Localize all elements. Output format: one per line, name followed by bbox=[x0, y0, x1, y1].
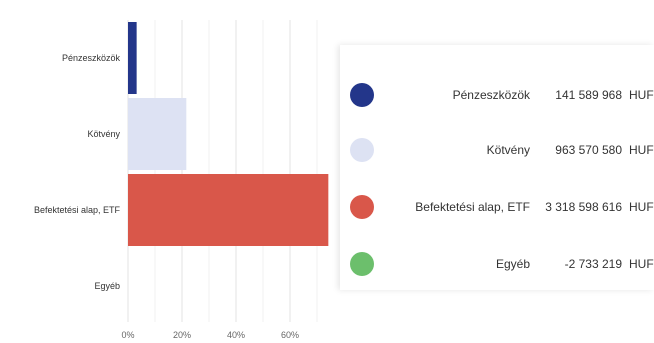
legend-dot-egyeb bbox=[350, 252, 374, 276]
legend-dot-befektetesi-alap bbox=[350, 195, 374, 219]
legend-value: 3 318 598 616 bbox=[545, 200, 622, 214]
legend-name: Kötvény bbox=[486, 143, 530, 157]
legend-item-egyeb[interactable]: Egyéb -2 733 219 HUF bbox=[340, 244, 654, 284]
allocation-bar-chart: 0% 20% 40% 60% Pénzeszközök Kötvény Befektetés… bbox=[34, 20, 329, 340]
legend-unit: HUF bbox=[629, 143, 654, 157]
legend-value: 141 589 968 bbox=[555, 88, 622, 102]
bar bbox=[128, 98, 187, 170]
legend-dot-penzeszkozok bbox=[350, 83, 374, 107]
bar bbox=[128, 22, 137, 94]
bar bbox=[128, 174, 329, 246]
legend-panel: Pénzeszközök 141 589 968 HUF Kötvény 963… bbox=[340, 45, 654, 290]
category-label: Kötvény bbox=[87, 129, 120, 139]
chart-svg: 0% 20% 40% 60% Pénzeszközök Kötvény Befektetés… bbox=[34, 20, 329, 340]
legend-unit: HUF bbox=[629, 257, 654, 271]
legend-unit: HUF bbox=[629, 200, 654, 214]
x-tick-label: 60% bbox=[281, 330, 299, 340]
legend-item-kotveny[interactable]: Kötvény 963 570 580 HUF bbox=[340, 130, 654, 170]
category-label: Egyéb bbox=[94, 281, 120, 291]
legend-item-penzeszkozok[interactable]: Pénzeszközök 141 589 968 HUF bbox=[340, 75, 654, 115]
legend-value: -2 733 219 bbox=[564, 257, 622, 271]
legend-dot-kotveny bbox=[350, 138, 374, 162]
category-label: Pénzeszközök bbox=[62, 53, 121, 63]
legend-value: 963 570 580 bbox=[555, 143, 622, 157]
legend-name: Befektetési alap, ETF bbox=[415, 200, 530, 214]
x-tick-label: 40% bbox=[227, 330, 245, 340]
legend-name: Egyéb bbox=[495, 257, 530, 271]
legend-unit: HUF bbox=[629, 88, 654, 102]
legend-item-befektetesi-alap[interactable]: Befektetési alap, ETF 3 318 598 616 HUF bbox=[340, 187, 654, 227]
x-tick-label: 0% bbox=[121, 330, 134, 340]
x-tick-label: 20% bbox=[173, 330, 191, 340]
category-label: Befektetési alap, ETF bbox=[34, 205, 121, 215]
legend-name: Pénzeszközök bbox=[452, 88, 530, 102]
